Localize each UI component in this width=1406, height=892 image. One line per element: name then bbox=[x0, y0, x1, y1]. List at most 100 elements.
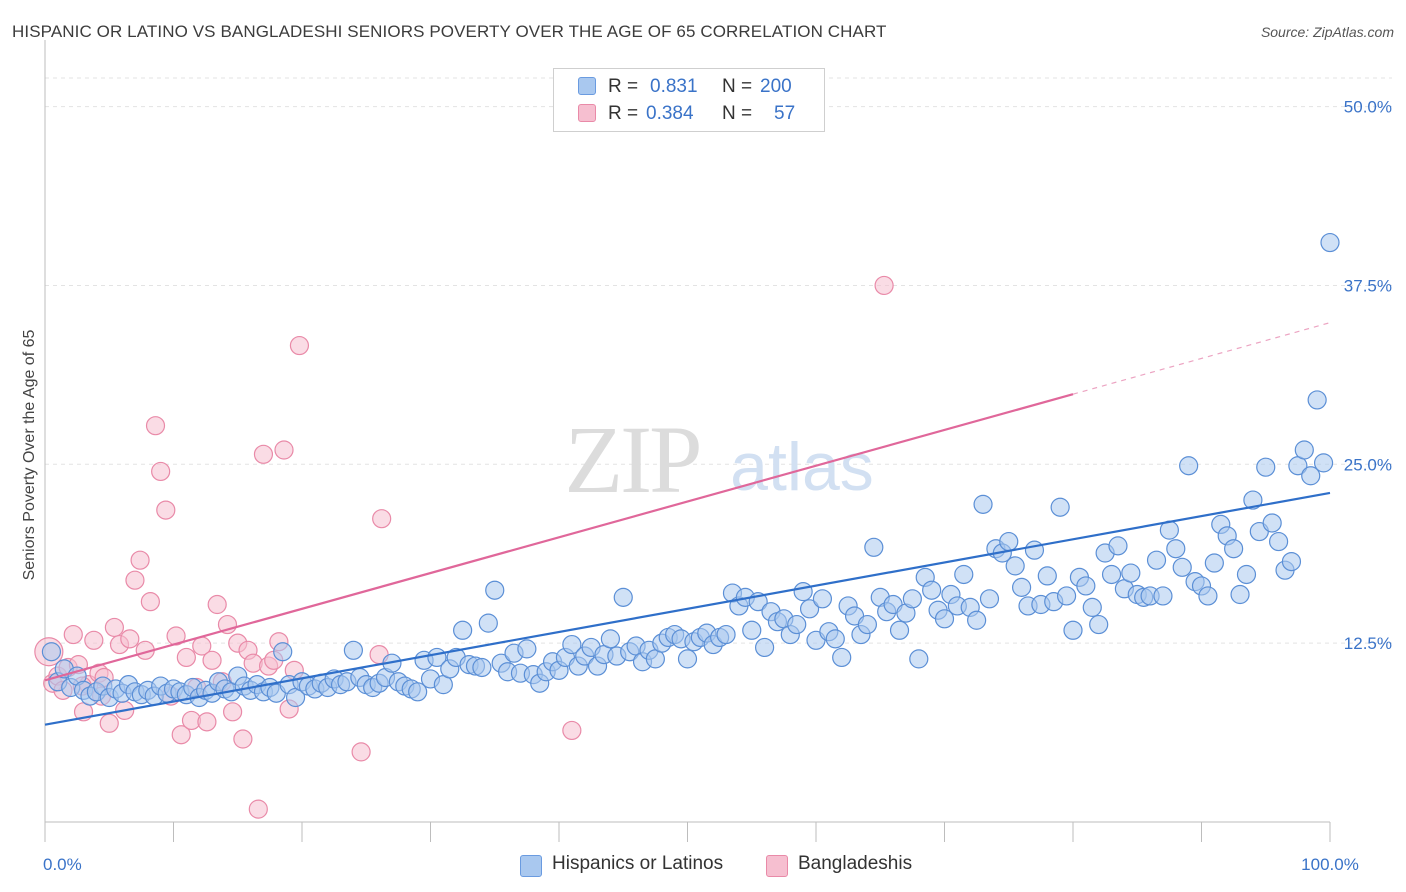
legend-n-label: N = bbox=[722, 103, 753, 124]
hispanic-point bbox=[1294, 440, 1314, 460]
hispanic-point bbox=[857, 614, 878, 635]
chart-title: HISPANIC OR LATINO VS BANGLADESHI SENIOR… bbox=[12, 22, 887, 41]
bangladeshi-point bbox=[140, 592, 160, 612]
hispanic-point bbox=[799, 599, 820, 619]
hispanic-point bbox=[979, 589, 1000, 609]
hispanic-point bbox=[1281, 551, 1302, 572]
hispanic-point bbox=[677, 649, 698, 669]
hispanic-point bbox=[1037, 566, 1057, 586]
x-tick-label: 100.0% bbox=[1301, 855, 1359, 874]
hispanic-point bbox=[754, 637, 775, 658]
hispanic-point bbox=[517, 639, 537, 659]
legend-n-value-bangladeshis: 57 bbox=[774, 103, 796, 124]
hispanic-point bbox=[1146, 550, 1167, 570]
hispanic-point bbox=[408, 682, 428, 702]
legend-swatch-hispanics bbox=[520, 855, 542, 877]
hispanic-point bbox=[613, 587, 633, 607]
hispanic-point bbox=[1166, 539, 1186, 559]
bangladeshi-point bbox=[63, 624, 83, 645]
hispanic-point bbox=[273, 642, 293, 662]
bangladeshi-point bbox=[223, 702, 243, 722]
bangladeshi-point bbox=[562, 720, 582, 741]
hispanic-point bbox=[1320, 232, 1340, 253]
hispanic-point bbox=[1121, 563, 1141, 583]
hispanic-point bbox=[600, 629, 621, 649]
bangladeshi-point bbox=[176, 647, 196, 668]
legend-n-label: N = bbox=[722, 76, 753, 97]
hispanic-point bbox=[1230, 584, 1250, 605]
hispanic-point bbox=[343, 640, 363, 660]
legend-r-label: R = bbox=[608, 76, 639, 97]
hispanic-point bbox=[1262, 513, 1282, 533]
legend-label-hispanics: Hispanics or Latinos bbox=[552, 853, 724, 874]
watermark-atlas: atlas bbox=[730, 429, 874, 505]
bangladeshi-point bbox=[84, 630, 104, 650]
legend-r-value-bangladeshis: 0.384 bbox=[646, 103, 694, 124]
legend-swatch-hispanics bbox=[578, 77, 596, 95]
bangladeshi-point bbox=[274, 440, 294, 460]
x-tick-label: 0.0% bbox=[43, 855, 82, 874]
hispanic-point bbox=[1011, 577, 1032, 597]
hispanic-point bbox=[1005, 556, 1025, 576]
tick-labels: 12.5% 25.0% 37.5% 50.0% 0.0% 100.0% bbox=[43, 98, 1392, 874]
hispanic-point bbox=[1024, 540, 1045, 560]
hispanic-point bbox=[1313, 453, 1334, 473]
hispanic-point bbox=[1268, 531, 1289, 552]
hispanic-point bbox=[742, 620, 762, 640]
watermark-zip: ZIP bbox=[565, 406, 700, 513]
hispanic-point bbox=[1172, 557, 1192, 577]
hispanic-point bbox=[485, 580, 505, 600]
hispanic-point bbox=[562, 634, 582, 655]
hispanic-point bbox=[889, 620, 910, 640]
hispanic-point bbox=[1179, 456, 1199, 476]
hispanics-trend-line bbox=[44, 491, 1331, 726]
bangladeshi-point bbox=[120, 629, 140, 649]
hispanic-point bbox=[999, 531, 1019, 552]
legend-swatch-bangladeshis bbox=[766, 855, 788, 877]
hispanic-point bbox=[832, 647, 852, 668]
hispanic-point bbox=[793, 582, 813, 602]
legend-swatch-bangladeshis bbox=[578, 104, 596, 122]
bangladeshi-point bbox=[253, 444, 274, 464]
bangladeshi-point bbox=[125, 570, 145, 590]
bangladeshis-points bbox=[34, 275, 894, 819]
hispanic-point bbox=[902, 589, 922, 609]
bangladeshi-point bbox=[145, 416, 166, 436]
hispanic-point bbox=[864, 537, 884, 557]
hispanic-point bbox=[716, 624, 736, 645]
hispanic-point bbox=[909, 649, 929, 669]
hispanic-point bbox=[1224, 539, 1244, 559]
hispanic-point bbox=[954, 564, 974, 585]
hispanic-point bbox=[1236, 564, 1257, 585]
axes bbox=[44, 40, 1331, 842]
y-tick-label: 25.0% bbox=[1344, 455, 1392, 474]
hispanics-points bbox=[41, 232, 1340, 708]
bangladeshi-point bbox=[351, 742, 371, 762]
stats-legend: R = 0.831 N = 200 R = 0.384 N = 57 bbox=[553, 68, 825, 132]
hispanic-point bbox=[478, 613, 498, 633]
bangladeshi-point bbox=[233, 729, 253, 749]
hispanic-point bbox=[1204, 553, 1224, 573]
hispanic-point bbox=[967, 610, 987, 630]
legend-r-label: R = bbox=[608, 103, 639, 124]
y-tick-label: 12.5% bbox=[1344, 634, 1392, 653]
hispanic-point bbox=[1108, 536, 1128, 556]
hispanic-point bbox=[1050, 497, 1070, 517]
bangladeshi-point bbox=[372, 509, 392, 529]
legend-r-value-hispanics: 0.831 bbox=[650, 76, 698, 97]
legend-label-bangladeshis: Bangladeshis bbox=[798, 853, 913, 874]
hispanic-point bbox=[1056, 586, 1077, 606]
bangladeshi-point bbox=[248, 799, 268, 819]
bangladeshi-point bbox=[151, 461, 171, 482]
hispanic-point bbox=[453, 620, 473, 640]
bangladeshi-point bbox=[874, 275, 894, 296]
hispanic-point bbox=[41, 642, 62, 662]
bangladeshis-trend-extension bbox=[1072, 322, 1331, 395]
bangladeshi-point bbox=[104, 617, 124, 638]
hispanic-point bbox=[1082, 597, 1102, 617]
hispanic-point bbox=[472, 657, 492, 678]
source-label: Source: ZipAtlas.com bbox=[1260, 24, 1394, 40]
hispanic-point bbox=[1101, 564, 1122, 585]
legend-n-value-hispanics: 200 bbox=[760, 76, 792, 97]
hispanic-point bbox=[1256, 457, 1276, 477]
